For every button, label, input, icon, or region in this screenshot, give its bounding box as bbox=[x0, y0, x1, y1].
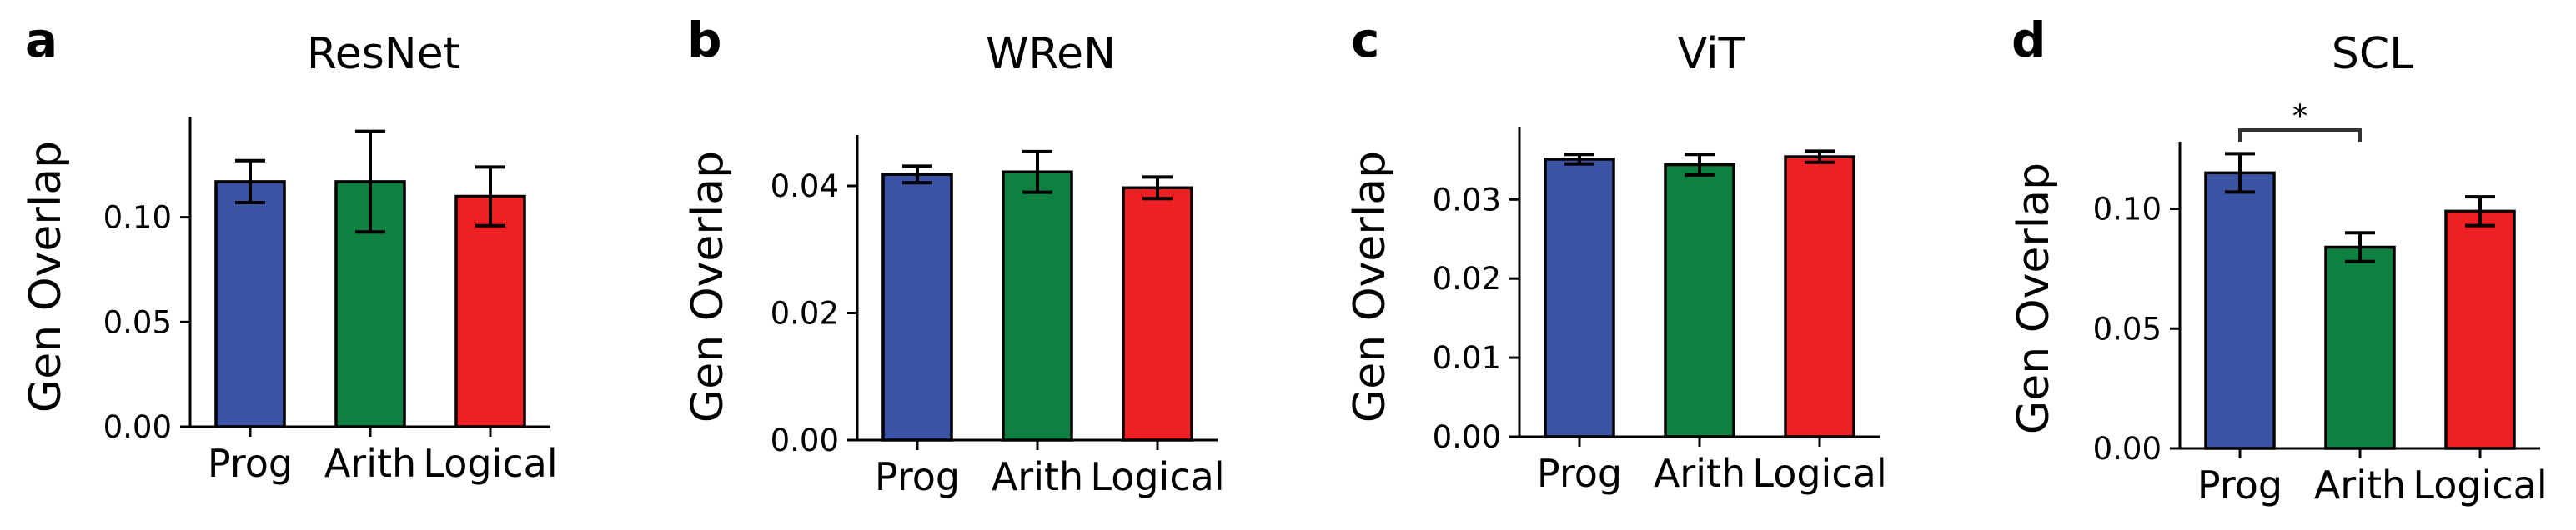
chart-title: ResNet bbox=[307, 29, 460, 79]
x-tick-label: Arith bbox=[2314, 462, 2406, 508]
chart-title: SCL bbox=[2332, 29, 2413, 79]
y-tick-label: 0.05 bbox=[2093, 311, 2162, 347]
bar-arith bbox=[1002, 170, 1073, 442]
panel-letter: a bbox=[25, 12, 58, 68]
significance-marker: * bbox=[2292, 98, 2308, 134]
panel-letter: b bbox=[687, 12, 722, 68]
x-tick-label: Logical bbox=[423, 441, 557, 486]
y-tick-label: 0.01 bbox=[1433, 340, 1501, 376]
bar-prog bbox=[881, 172, 953, 442]
plot-area: 0.00 0.05 0.10 Prog Arith Logical bbox=[103, 117, 558, 486]
y-tick-label: 0.00 bbox=[103, 409, 172, 445]
significance-bracket bbox=[2238, 128, 2362, 142]
chart-title: ViT bbox=[1678, 29, 1745, 79]
chart-title: WReN bbox=[986, 29, 1116, 79]
x-tick-label: Prog bbox=[1537, 451, 1622, 496]
y-tick-label: 0.10 bbox=[2093, 192, 2162, 228]
bar-logical bbox=[1784, 155, 1855, 438]
bar-arith bbox=[2324, 245, 2396, 450]
y-tick-label: 0.02 bbox=[771, 296, 839, 332]
x-tick-label: Logical bbox=[1090, 454, 1224, 499]
y-tick-label: 0.03 bbox=[1433, 182, 1501, 218]
x-tick-label: Logical bbox=[2413, 462, 2547, 508]
y-axis-label: Gen Overlap bbox=[2009, 162, 2059, 434]
panel-c: c ViT Gen Overlap 0.00 0.01 0.02 0.03 Prog Ar… bbox=[1345, 12, 1887, 496]
bar-prog bbox=[1544, 158, 1615, 438]
panel-d: d SCL Gen Overlap 0.00 0.05 0.10 Prog Arith L… bbox=[2009, 12, 2548, 508]
bar-prog bbox=[214, 180, 286, 428]
y-tick-label: 0.04 bbox=[771, 168, 839, 204]
panel-b: b WReN Gen Overlap 0.00 0.02 0.04 Prog Arith… bbox=[683, 12, 1225, 499]
plot-area: 0.00 0.01 0.02 0.03 Prog Arith Logical bbox=[1433, 127, 1887, 496]
bar-arith bbox=[1664, 162, 1735, 438]
panel-letter: d bbox=[2011, 12, 2046, 68]
bar-logical bbox=[2444, 209, 2516, 450]
bar-logical bbox=[454, 194, 526, 428]
y-axis-label: Gen Overlap bbox=[21, 141, 71, 412]
plot-area: 0.00 0.02 0.04 Prog Arith Logical bbox=[771, 135, 1225, 499]
x-tick-label: Arith bbox=[324, 441, 416, 486]
y-tick-label: 0.00 bbox=[2093, 431, 2162, 467]
panel-letter: c bbox=[1351, 12, 1379, 68]
x-tick-label: Arith bbox=[992, 454, 1083, 499]
x-tick-label: Prog bbox=[875, 454, 960, 499]
bar-prog bbox=[2204, 171, 2276, 450]
bar-logical bbox=[1122, 186, 1193, 442]
y-tick-label: 0.10 bbox=[103, 200, 172, 236]
panel-a: a ResNet Gen Overlap 0.00 0.05 0.10 Prog Ari… bbox=[21, 12, 558, 486]
x-tick-label: Prog bbox=[208, 441, 293, 486]
y-tick-label: 0.02 bbox=[1433, 261, 1501, 297]
x-tick-label: Logical bbox=[1752, 451, 1886, 496]
x-tick-label: Prog bbox=[2197, 462, 2282, 508]
y-tick-label: 0.00 bbox=[1433, 419, 1501, 455]
y-tick-label: 0.00 bbox=[771, 422, 839, 458]
plot-area: 0.00 0.05 0.10 Prog Arith Logical * bbox=[2093, 98, 2548, 508]
y-axis-label: Gen Overlap bbox=[683, 151, 733, 422]
x-tick-label: Arith bbox=[1654, 451, 1745, 496]
y-axis-label: Gen Overlap bbox=[1345, 151, 1395, 422]
y-tick-label: 0.05 bbox=[103, 304, 172, 340]
